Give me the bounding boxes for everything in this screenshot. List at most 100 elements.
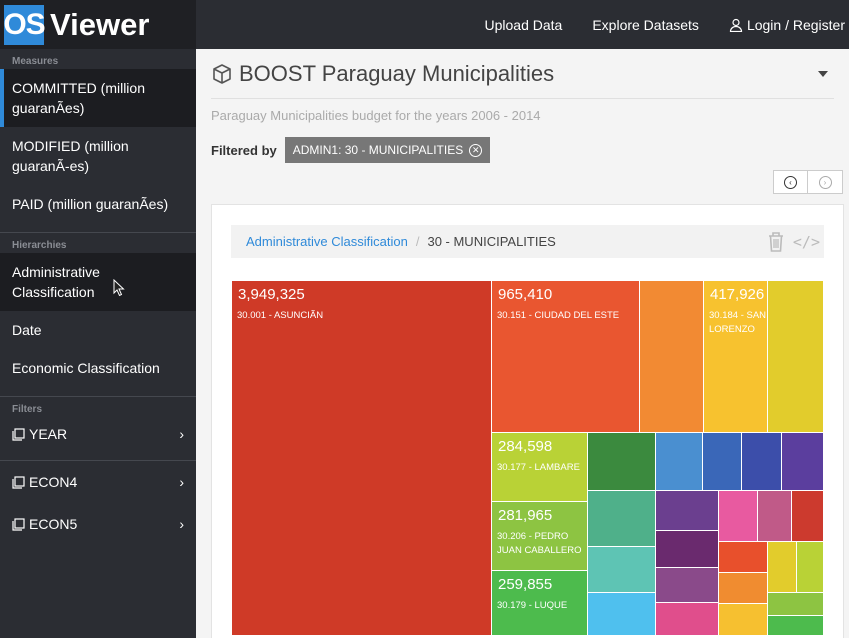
remove-filter-icon[interactable]: ✕ <box>469 143 483 157</box>
next-button[interactable]: › <box>808 170 843 194</box>
treemap-tile[interactable] <box>587 546 656 593</box>
cursor-icon <box>113 279 125 297</box>
hierarchy-economic-classification[interactable]: Economic Classification <box>12 360 160 376</box>
treemap-tile[interactable] <box>791 490 824 542</box>
treemap-tile[interactable] <box>767 615 824 636</box>
tile-name: 30.001 - ASUNCIÃN <box>237 310 324 321</box>
filters-heading: Filters <box>12 404 43 415</box>
treemap-tile[interactable] <box>718 572 768 604</box>
treemap-tile[interactable] <box>587 432 656 491</box>
breadcrumb: Administrative Classification / 30 - MUN… <box>231 225 824 258</box>
login-register-link[interactable]: Login / Register <box>729 17 845 33</box>
filter-econ4[interactable]: ECON4 › <box>0 465 196 499</box>
measures-heading: Measures <box>12 56 59 67</box>
treemap-tile[interactable] <box>796 541 824 593</box>
chevron-right-icon: › <box>179 474 184 490</box>
copy-icon <box>12 475 25 489</box>
divider <box>0 460 196 461</box>
chevron-right-icon: › <box>179 426 184 442</box>
treemap-tile[interactable] <box>655 602 719 636</box>
breadcrumb-separator: / <box>415 234 420 249</box>
user-icon <box>729 18 743 32</box>
page-subtitle: Paraguay Municipalities budget for the y… <box>211 108 541 123</box>
treemap-tile[interactable] <box>767 280 824 433</box>
breadcrumb-link[interactable]: Administrative Classification <box>246 234 408 249</box>
measure-modified[interactable]: MODIFIED (million guaranÃ-es) <box>12 138 129 174</box>
treemap-tile[interactable] <box>655 432 703 491</box>
treemap-tile-san-lorenzo[interactable]: 417,926 30.184 - SAN LORENZO <box>703 280 768 433</box>
treemap-tile[interactable] <box>702 432 742 491</box>
trash-icon[interactable] <box>767 231 785 253</box>
tile-value: 965,410 <box>498 286 553 303</box>
pager: ‹ › <box>773 170 843 194</box>
upload-data-link[interactable]: Upload Data <box>484 16 563 33</box>
treemap-tile[interactable] <box>767 541 797 593</box>
treemap-tile[interactable] <box>587 592 656 636</box>
treemap-tile[interactable] <box>655 567 719 603</box>
tile-value: 284,598 <box>498 438 553 455</box>
treemap-tile[interactable] <box>655 530 719 568</box>
logo[interactable]: OS Viewer <box>0 0 196 49</box>
measure-paid[interactable]: PAID (million guaranÃes) <box>12 196 169 212</box>
filter-row: Filtered by ADMIN1: 30 - MUNICIPALITIES … <box>211 137 834 163</box>
filter-year[interactable]: YEAR › <box>0 417 196 451</box>
code-icon[interactable]: </> <box>792 233 820 251</box>
treemap-tile[interactable] <box>587 490 656 547</box>
chevron-right-icon: › <box>818 175 832 189</box>
cube-icon <box>213 63 231 84</box>
tile-value: 259,855 <box>498 576 553 593</box>
filter-econ5[interactable]: ECON5 › <box>0 507 196 541</box>
treemap-tile[interactable] <box>718 541 768 573</box>
tile-value: 417,926 <box>710 286 765 303</box>
filtered-by-label: Filtered by <box>211 142 277 158</box>
treemap-tile[interactable] <box>639 280 704 433</box>
logo-badge: OS <box>3 4 46 45</box>
filter-label: ECON4 <box>29 474 78 490</box>
prev-button[interactable]: ‹ <box>773 170 808 194</box>
breadcrumb-tools: </> <box>767 231 820 253</box>
chevron-right-icon: › <box>179 516 184 532</box>
explore-datasets-link[interactable]: Explore Datasets <box>592 16 699 33</box>
hierarchy-date[interactable]: Date <box>12 322 42 338</box>
page-title: BOOST Paraguay Municipalities <box>239 60 555 86</box>
tile-name: 30.184 - SAN LORENZO <box>709 310 767 335</box>
divider <box>0 232 196 233</box>
treemap-tile-pedro-juan-caballero[interactable]: 281,965 30.206 - PEDRO JUAN CABALLERO <box>491 501 588 571</box>
treemap-tile[interactable] <box>718 490 758 542</box>
filter-chip[interactable]: ADMIN1: 30 - MUNICIPALITIES ✕ <box>284 137 491 163</box>
tile-name: 30.151 - CIUDAD DEL ESTE <box>497 310 620 321</box>
treemap-tile[interactable] <box>781 432 824 491</box>
chevron-left-icon: ‹ <box>784 175 797 189</box>
sidebar: OS Viewer Measures COMMITTED (million gu… <box>0 0 196 638</box>
tile-name: 30.179 - LUQUE <box>497 600 568 611</box>
tile-value: 281,965 <box>498 507 553 524</box>
tile-name: 30.177 - LAMBARE <box>497 462 580 473</box>
top-nav: Upload Data Explore Datasets Login / Reg… <box>196 0 849 49</box>
hierarchies-heading: Hierarchies <box>12 240 67 251</box>
title-row: BOOST Paraguay Municipalities <box>211 49 834 99</box>
filter-chip-label: ADMIN1: 30 - MUNICIPALITIES <box>292 143 464 157</box>
treemap-tile-lambare[interactable]: 284,598 30.177 - LAMBARE <box>491 432 588 502</box>
logo-text: Viewer <box>50 6 150 42</box>
copy-icon <box>12 517 25 531</box>
divider <box>0 396 196 397</box>
treemap-tile-asuncion[interactable]: 3,949,325 30.001 - ASUNCIÃN <box>231 280 492 636</box>
main-content: BOOST Paraguay Municipalities Paraguay M… <box>196 49 849 638</box>
breadcrumb-current: 30 - MUNICIPALITIES <box>427 234 556 249</box>
treemap-tile-luque[interactable]: 259,855 30.179 - LUQUE <box>491 570 588 636</box>
tile-name: 30.206 - PEDRO JUAN CABALLERO <box>497 531 582 556</box>
treemap-tile[interactable] <box>655 490 719 531</box>
treemap-tile[interactable] <box>718 603 768 636</box>
login-label: Login / Register <box>746 16 845 33</box>
measure-committed[interactable]: COMMITTED (million guaranÃes) <box>0 69 196 127</box>
filter-label: ECON5 <box>29 516 78 532</box>
copy-icon <box>12 427 25 441</box>
caret-down-icon[interactable] <box>818 70 828 77</box>
viz-card: Administrative Classification / 30 - MUN… <box>211 204 844 638</box>
treemap-tile-ciudad-del-este[interactable]: 965,410 30.151 - CIUDAD DEL ESTE <box>491 280 640 433</box>
hierarchy-administrative-classification[interactable]: Administrative Classification <box>0 253 196 311</box>
treemap-tile[interactable] <box>741 432 782 491</box>
treemap-tile[interactable] <box>767 592 824 616</box>
tile-value: 3,949,325 <box>238 286 305 303</box>
treemap-tile[interactable] <box>757 490 792 542</box>
